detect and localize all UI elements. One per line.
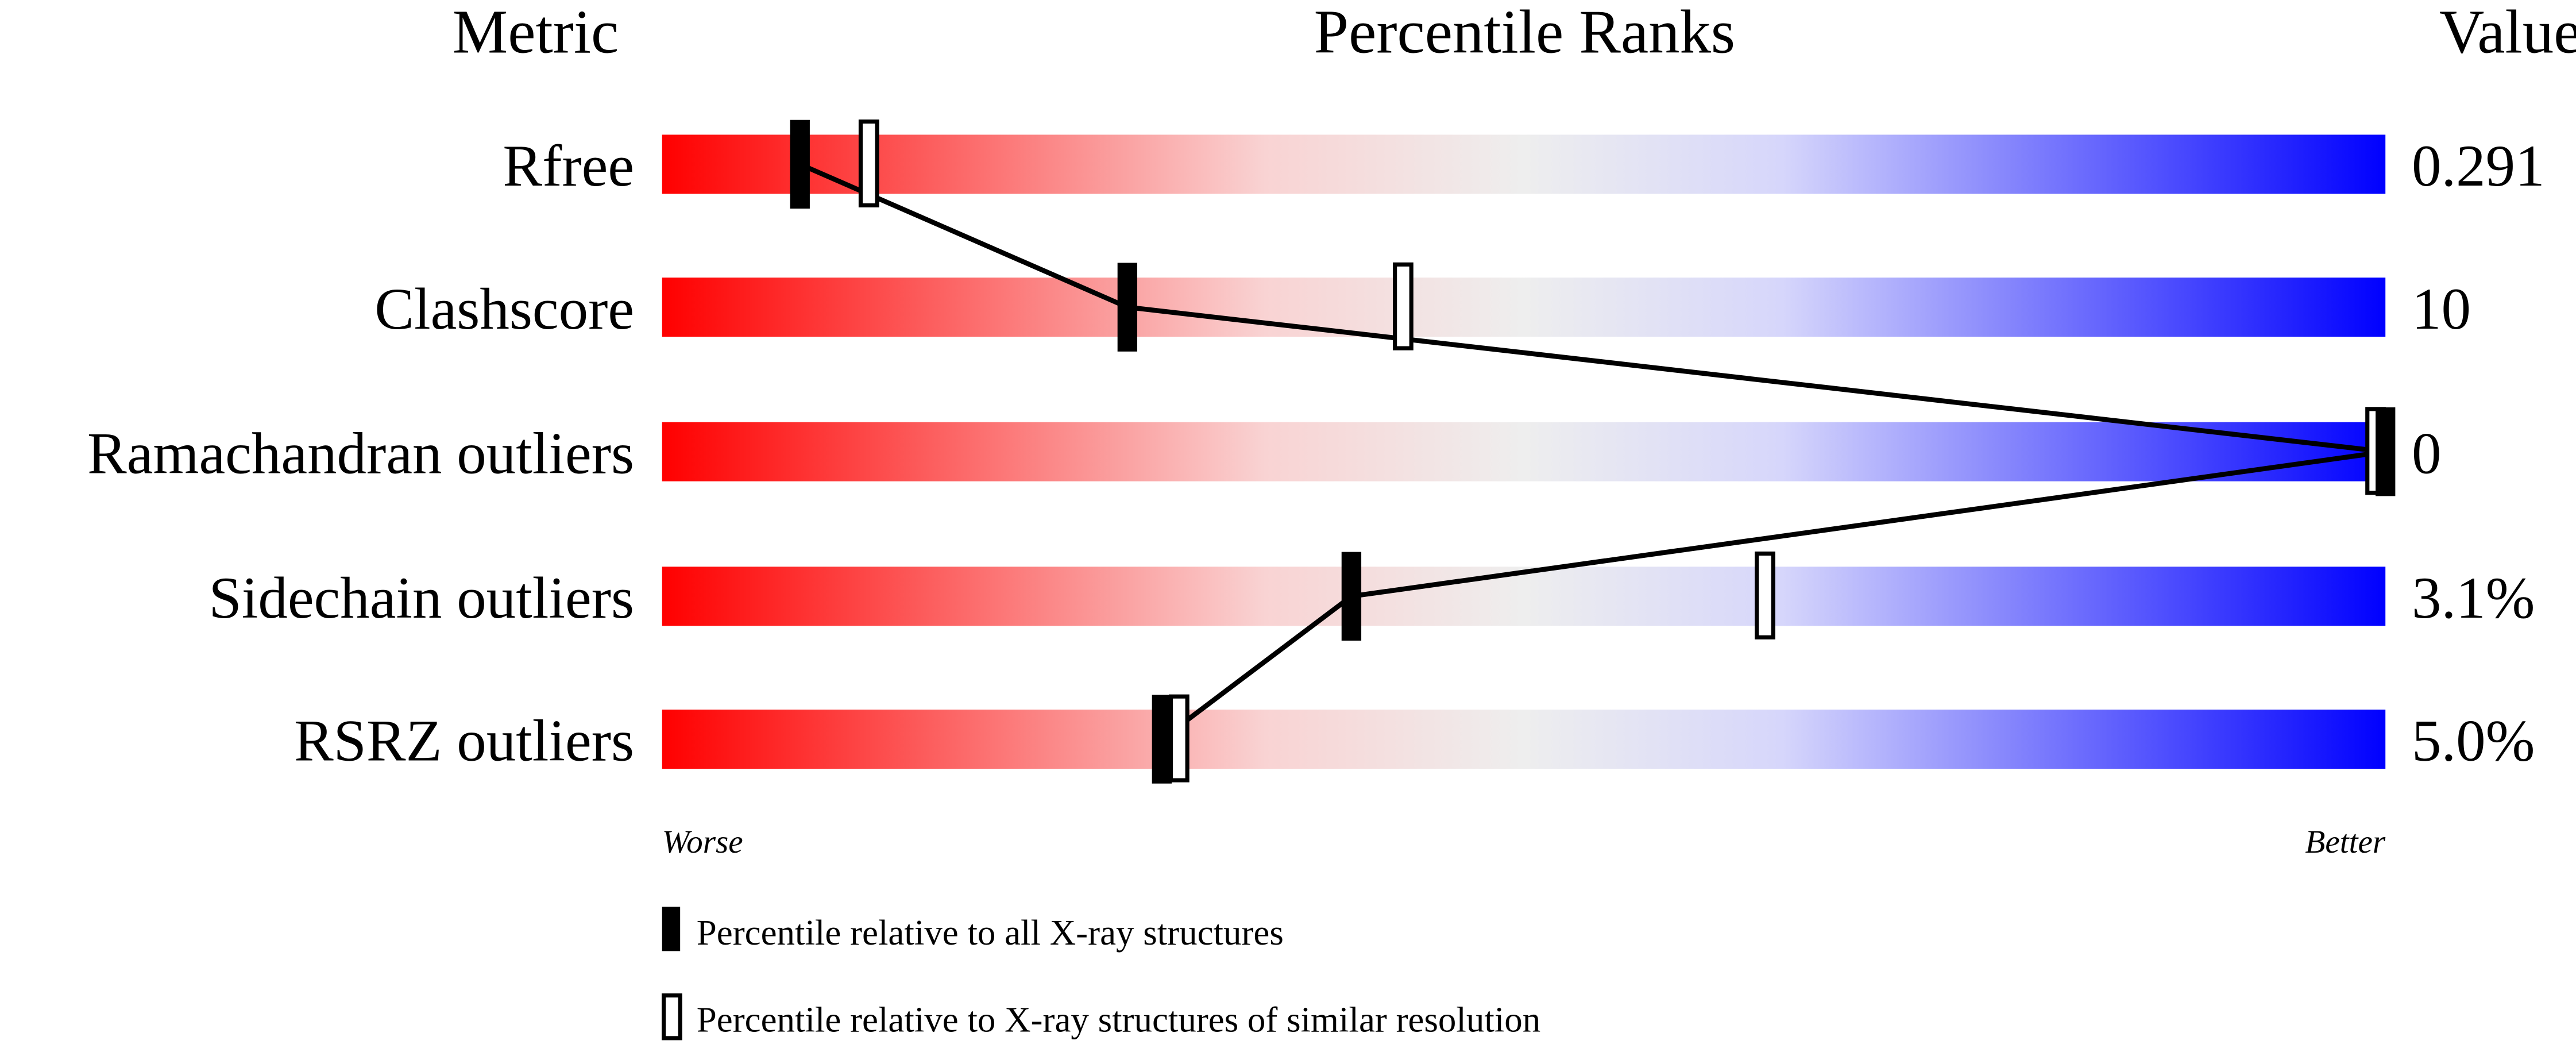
gradient-bar (662, 710, 2386, 769)
similar-resolution-marker (1393, 262, 1413, 350)
similar-resolution-marker (1755, 551, 1775, 639)
legend-open-marker (661, 993, 682, 1041)
all-structures-marker (2376, 407, 2396, 496)
all-structures-marker (1341, 552, 1362, 641)
all-structures-marker (790, 120, 810, 209)
metric-label: RSRZ outliers (294, 708, 634, 774)
metric-label: Ramachandran outliers (87, 421, 634, 486)
legend-filled-label: Percentile relative to all X-ray structu… (697, 912, 1284, 953)
metric-label: Rfree (503, 133, 634, 199)
metric-value: 10 (2412, 276, 2471, 342)
similar-resolution-marker (1168, 694, 1189, 783)
gradient-bar (662, 134, 2386, 194)
gradient-bar (662, 278, 2386, 337)
metric-value: 3.1% (2412, 565, 2535, 631)
all-structures-marker (1152, 695, 1172, 784)
similar-resolution-marker (858, 119, 879, 207)
metric-label: Clashscore (374, 276, 634, 342)
metric-header: Metric (453, 0, 619, 66)
gradient-bar (662, 567, 2386, 626)
gradient-bar (662, 422, 2386, 481)
metric-value: 5.0% (2412, 708, 2535, 774)
metric-value: 0 (2412, 421, 2441, 486)
legend-open-label: Percentile relative to X-ray structures … (697, 999, 1540, 1039)
all-structures-marker (1117, 263, 1138, 352)
legend-filled-marker (662, 907, 681, 951)
ranks-header: Percentile Ranks (1314, 0, 1735, 66)
metric-label: Sidechain outliers (208, 565, 634, 631)
value-header: Value (2439, 0, 2576, 66)
worse-label: Worse (662, 824, 743, 860)
metric-value: 0.291 (2412, 133, 2545, 199)
better-label: Better (2305, 824, 2386, 860)
